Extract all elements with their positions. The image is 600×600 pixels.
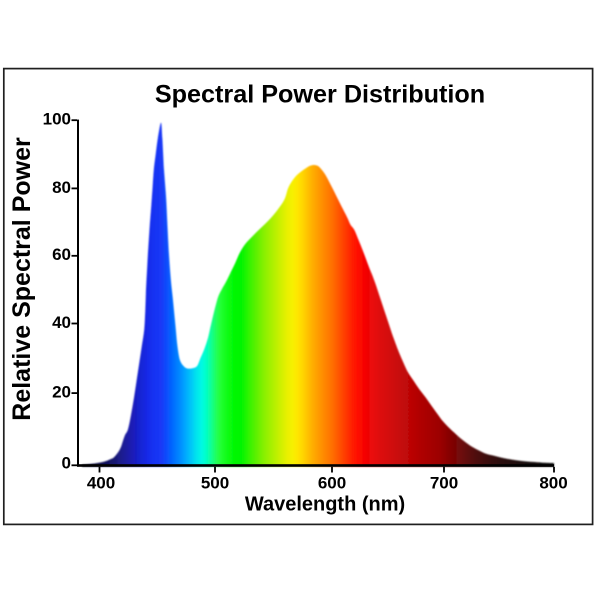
svg-text:400: 400 — [87, 474, 115, 493]
svg-text:80: 80 — [52, 178, 71, 197]
svg-text:0: 0 — [62, 454, 71, 473]
svg-text:700: 700 — [430, 474, 458, 493]
svg-text:20: 20 — [52, 382, 71, 401]
svg-text:100: 100 — [43, 110, 71, 129]
svg-text:Wavelength (nm): Wavelength (nm) — [245, 494, 405, 516]
svg-text:60: 60 — [52, 245, 71, 264]
svg-text:Spectral Power Distribution: Spectral Power Distribution — [155, 81, 485, 109]
svg-text:40: 40 — [52, 313, 71, 332]
svg-text:800: 800 — [539, 474, 567, 493]
svg-text:Relative Spectral Power: Relative Spectral Power — [8, 137, 36, 421]
svg-text:600: 600 — [318, 474, 346, 493]
svg-text:500: 500 — [201, 474, 229, 493]
